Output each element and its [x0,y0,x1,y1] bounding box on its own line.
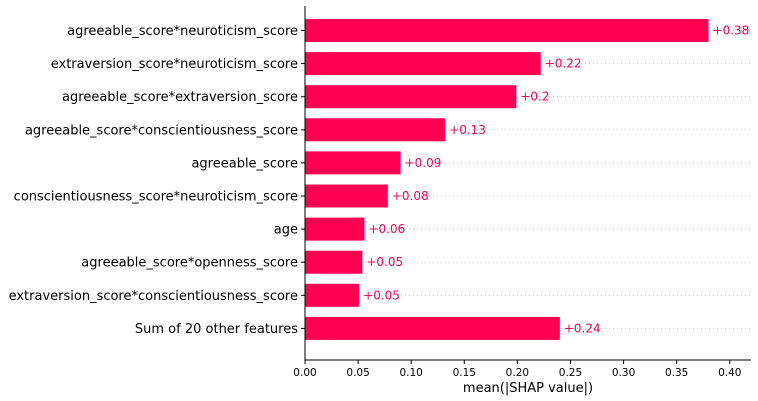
value-label: +0.22 [545,57,582,71]
category-label: age [274,223,298,238]
bar [305,151,401,175]
category-label: extraversion_score*neuroticism_score [51,57,298,72]
x-tick-label: 0.15 [453,367,476,379]
labels-layer: +0.38 agreeable_score*neuroticism_score +0… [9,24,750,337]
bar [305,283,360,307]
value-label: +0.13 [449,123,486,137]
bar [305,118,446,142]
x-tick-label: 0.40 [718,367,741,379]
x-tick-label: 0.25 [559,367,582,379]
value-label: +0.09 [405,156,442,170]
category-label: agreeable_score [191,156,298,171]
bars-layer [305,19,709,340]
value-label: +0.2 [520,90,549,104]
category-label: agreeable_score*openness_score [81,256,298,271]
category-label: extraversion_score*conscientiousness_sco… [9,289,298,304]
bar [305,184,388,208]
value-label: +0.24 [564,321,601,335]
x-axis-title: mean(|SHAP value|) [463,381,593,396]
bar [305,250,363,274]
x-tick-label: 0.10 [399,367,422,379]
category-label: agreeable_score*extraversion_score [62,90,298,105]
x-tick-label: 0.35 [665,367,688,379]
bar [305,316,560,340]
category-label: Sum of 20 other features [135,322,298,337]
category-label: agreeable_score*conscientiousness_score [25,123,298,138]
x-tick-label: 0.20 [506,367,529,379]
value-label: +0.08 [392,189,429,203]
category-label: agreeable_score*neuroticism_score [67,24,298,39]
x-tick-label: 0.05 [346,367,369,379]
value-label: +0.05 [366,255,403,269]
axis-layer: 0.00 0.05 0.10 0.15 0.20 0.25 0.30 0.35 0.40 [293,6,751,379]
value-label: +0.05 [363,288,400,302]
category-label: conscientiousness_score*neuroticism_scor… [14,190,298,205]
bar [305,19,709,42]
x-tick-label: 0.00 [293,367,316,379]
bar [305,52,541,76]
value-label: +0.38 [713,24,750,38]
bar [305,217,365,241]
grid-layer [305,30,751,329]
x-tick-label: 0.30 [612,367,635,379]
bar [305,85,517,109]
value-label: +0.06 [368,222,405,236]
